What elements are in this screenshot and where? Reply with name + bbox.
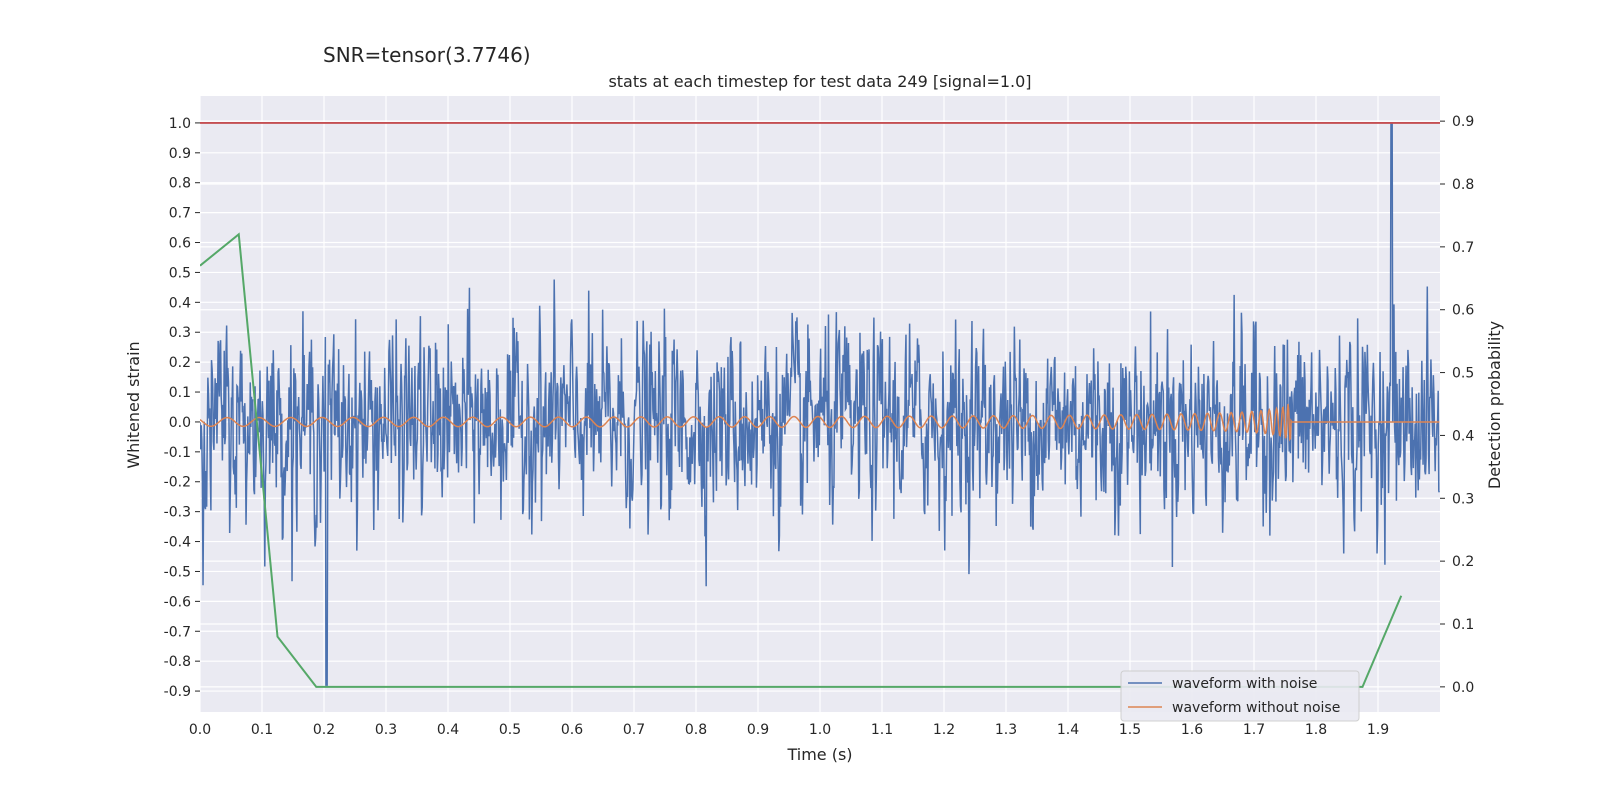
y-axis-right-label: Detection probability — [1485, 321, 1504, 489]
y-tick-label-left: 0.0 — [169, 415, 191, 431]
chart-title: stats at each timestep for test data 249… — [608, 72, 1031, 91]
y-axis-right: 0.9 0.8 0.7 0.6 0.5 0.4 0.3 0.2 0.1 0.0 — [1440, 114, 1474, 696]
y-tick-label-right: 0.2 — [1452, 554, 1474, 570]
y-tick-label-right: 0.3 — [1452, 491, 1474, 507]
y-tick-label-left: -0.9 — [164, 684, 191, 700]
x-tick-label: 0.0 — [189, 722, 211, 738]
x-tick-label: 1.5 — [1119, 722, 1141, 738]
y-tick-label-left: 0.1 — [169, 385, 191, 401]
x-tick-label: 1.6 — [1181, 722, 1203, 738]
x-tick-label: 0.5 — [499, 722, 521, 738]
legend-box — [1120, 670, 1360, 722]
y-tick-label-left: -0.3 — [164, 505, 191, 521]
y-tick-label-left: -0.4 — [164, 535, 191, 551]
x-tick-label: 0.4 — [437, 722, 459, 738]
y-tick-label-left: 0.6 — [169, 236, 191, 252]
x-tick-label: 1.8 — [1305, 722, 1327, 738]
y-tick-label-left: 0.3 — [169, 325, 191, 341]
x-tick-label: 0.9 — [747, 722, 769, 738]
x-tick-label: 1.7 — [1243, 722, 1265, 738]
x-tick-label: 0.1 — [251, 722, 273, 738]
x-axis: 0.0 0.1 0.2 0.3 0.4 0.5 0.6 0.7 0.8 0.9 1.0 1.1 1.2 1… — [189, 722, 1389, 738]
y-tick-label-right: 0.6 — [1452, 303, 1474, 319]
legend-label-noise: waveform with noise — [1172, 676, 1317, 692]
x-tick-label: 1.1 — [871, 722, 893, 738]
y-axis-left-label: Whitened strain — [124, 341, 143, 468]
y-tick-label-left: 1.0 — [169, 116, 191, 132]
plot-series — [200, 122, 1440, 688]
y-axis-left: 1.0 0.9 0.8 0.7 0.6 0.5 0.4 0.3 0.2 0.1 0.0 -0.1 -0.… — [164, 116, 200, 700]
x-tick-label: 1.0 — [809, 722, 831, 738]
series-waveform-without-noise — [200, 403, 1440, 442]
y-tick-label-right: 0.1 — [1452, 617, 1474, 633]
x-tick-label: 1.9 — [1367, 722, 1389, 738]
x-tick-label: 0.3 — [375, 722, 397, 738]
y-tick-label-left: -0.8 — [164, 654, 191, 670]
y-tick-label-left: 0.8 — [169, 176, 191, 192]
y-tick-label-right: 0.7 — [1452, 240, 1474, 256]
y-tick-label-left: -0.6 — [164, 594, 191, 610]
y-tick-label-left: -0.5 — [164, 564, 191, 580]
y-tick-label-left: 0.9 — [169, 146, 191, 162]
x-tick-label: 0.8 — [685, 722, 707, 738]
y-tick-label-left: 0.4 — [169, 295, 191, 311]
series-waveform-with-noise — [200, 122, 1440, 686]
x-axis-label: Time (s) — [786, 745, 852, 764]
x-tick-label: 1.3 — [995, 722, 1017, 738]
x-tick-label: 1.2 — [933, 722, 955, 738]
y-tick-label-right: 0.8 — [1452, 177, 1474, 193]
y-tick-label-left: 0.2 — [169, 355, 191, 371]
y-tick-label-left: 0.7 — [169, 206, 191, 222]
y-tick-label-left: -0.2 — [164, 475, 191, 491]
x-tick-label: 0.7 — [623, 722, 645, 738]
plot-lines — [200, 122, 1440, 688]
legend: waveform with noise waveform without noi… — [1120, 670, 1360, 722]
y-tick-label-right: 0.9 — [1452, 114, 1474, 130]
legend-label-clean: waveform without noise — [1172, 700, 1340, 716]
y-tick-label-right: 0.5 — [1452, 366, 1474, 382]
y-tick-label-right: 0.4 — [1452, 428, 1474, 444]
y-tick-label-left: -0.1 — [164, 445, 191, 461]
chart-suptitle: SNR=tensor(3.7746) — [323, 43, 531, 67]
x-tick-label: 0.6 — [561, 722, 583, 738]
y-tick-label-right: 0.0 — [1452, 680, 1474, 696]
y-tick-label-left: -0.7 — [164, 624, 191, 640]
y-tick-label-left: 0.5 — [169, 265, 191, 281]
x-tick-label: 0.2 — [313, 722, 335, 738]
x-tick-label: 1.4 — [1057, 722, 1079, 738]
